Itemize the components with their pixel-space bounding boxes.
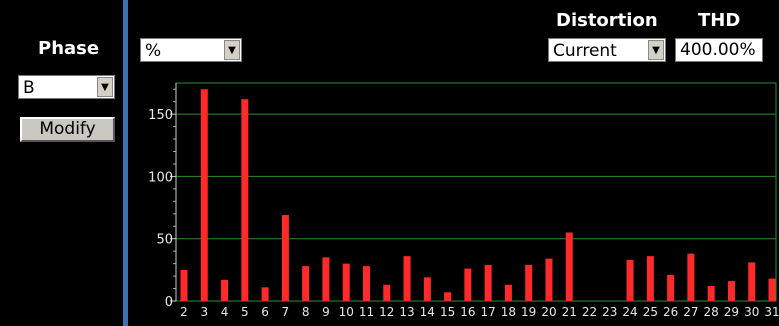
- x-tick-label: 26: [663, 305, 678, 319]
- bar: [565, 232, 573, 301]
- x-tick-label: 4: [221, 305, 229, 319]
- bar: [464, 268, 472, 301]
- chevron-down-icon[interactable]: ▼: [97, 77, 113, 97]
- y-tick-label: 50: [156, 233, 173, 248]
- bar: [200, 89, 208, 301]
- x-tick-label: 20: [541, 305, 556, 319]
- y-tick-label: 150: [148, 108, 173, 123]
- x-tick-label: 23: [602, 305, 617, 319]
- bar: [281, 215, 289, 301]
- bar: [545, 258, 553, 301]
- x-tick-label: 15: [440, 305, 455, 319]
- x-tick-label: 28: [704, 305, 719, 319]
- x-tick-label: 16: [460, 305, 475, 319]
- x-tick-label: 29: [724, 305, 739, 319]
- x-tick-label: 2: [180, 305, 188, 319]
- x-tick-label: 31: [764, 305, 779, 319]
- x-tick-label: 14: [420, 305, 435, 319]
- x-tick-label: 7: [282, 305, 290, 319]
- bar: [748, 262, 756, 301]
- bar: [525, 264, 533, 301]
- distortion-select-value: Current: [553, 41, 617, 61]
- bar: [383, 284, 391, 301]
- bar: [504, 284, 512, 301]
- bar: [667, 274, 675, 301]
- bar: [727, 281, 735, 301]
- bar: [423, 277, 431, 301]
- x-tick-label: 11: [359, 305, 374, 319]
- bar: [626, 259, 634, 301]
- bar: [241, 99, 249, 302]
- bar: [768, 278, 776, 301]
- x-tick-label: 30: [744, 305, 759, 319]
- x-tick-label: 17: [480, 305, 495, 319]
- x-tick-label: 12: [379, 305, 394, 319]
- x-tick-label: 19: [521, 305, 536, 319]
- x-tick-label: 25: [643, 305, 658, 319]
- left-panel: [0, 0, 123, 326]
- thd-value-field[interactable]: 400.00%: [675, 38, 763, 62]
- y-tick-label: 100: [148, 170, 173, 185]
- x-tick-label: 3: [200, 305, 208, 319]
- bar: [403, 256, 411, 301]
- bar: [342, 263, 350, 301]
- bar: [322, 257, 330, 301]
- bar: [362, 266, 370, 301]
- phase-select[interactable]: B ▼: [18, 75, 115, 99]
- x-tick-label: 10: [339, 305, 354, 319]
- phase-label: Phase: [38, 38, 100, 59]
- x-tick-label: 27: [683, 305, 698, 319]
- chevron-down-icon[interactable]: ▼: [224, 40, 240, 60]
- chevron-down-icon[interactable]: ▼: [648, 40, 664, 60]
- modify-button[interactable]: Modify: [20, 117, 115, 142]
- x-tick-label: 13: [399, 305, 414, 319]
- bar: [707, 286, 715, 301]
- x-tick-label: 8: [302, 305, 310, 319]
- bar: [484, 264, 492, 301]
- unit-select[interactable]: % ▼: [140, 38, 242, 62]
- x-tick-label: 5: [241, 305, 249, 319]
- x-tick-label: 24: [622, 305, 637, 319]
- x-tick-label: 9: [322, 305, 330, 319]
- x-tick-label: 18: [501, 305, 516, 319]
- bar: [444, 292, 452, 301]
- distortion-label: Distortion: [556, 10, 658, 31]
- y-tick-label: 0: [165, 295, 173, 310]
- bar: [221, 279, 229, 301]
- x-tick-label: 21: [562, 305, 577, 319]
- bar: [687, 253, 695, 301]
- distortion-select[interactable]: Current ▼: [548, 38, 666, 62]
- bar: [646, 256, 654, 301]
- bar: [302, 266, 310, 301]
- bar: [261, 287, 269, 301]
- x-tick-label: 22: [582, 305, 597, 319]
- phase-select-value: B: [23, 78, 35, 98]
- bar: [180, 269, 188, 301]
- plot-frame: [175, 82, 777, 302]
- panel-divider: [123, 0, 128, 326]
- x-tick-label: 6: [261, 305, 269, 319]
- thd-label: THD: [698, 10, 741, 31]
- unit-select-value: %: [145, 41, 162, 61]
